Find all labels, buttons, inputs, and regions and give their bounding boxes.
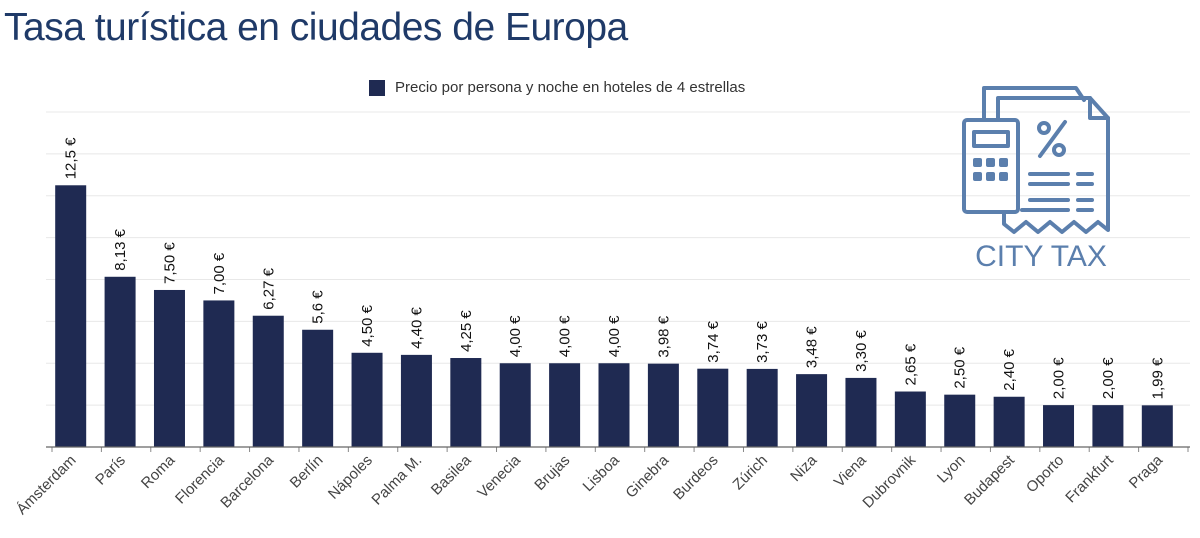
legend-swatch bbox=[369, 79, 385, 96]
category-label: Venecia bbox=[474, 451, 524, 501]
category-label: Brujas bbox=[531, 452, 573, 494]
receipt-calculator-icon bbox=[962, 86, 1110, 234]
bar bbox=[104, 276, 136, 447]
data-label: 2,00 € bbox=[1100, 357, 1117, 399]
data-label: 4,50 € bbox=[359, 304, 376, 346]
category-label: Praga bbox=[1126, 451, 1167, 492]
bar bbox=[153, 289, 185, 447]
bar bbox=[55, 185, 87, 447]
category-label: Roma bbox=[138, 451, 179, 492]
data-label: 1,99 € bbox=[1149, 357, 1166, 399]
data-label: 4,40 € bbox=[408, 307, 425, 349]
data-label: 4,00 € bbox=[507, 315, 524, 357]
legend: Precio por persona y noche en hoteles de… bbox=[369, 79, 745, 96]
data-label: 4,25 € bbox=[458, 310, 475, 352]
bar bbox=[598, 363, 630, 447]
category-label: Budapest bbox=[961, 451, 1018, 508]
bar bbox=[1141, 405, 1173, 447]
bar bbox=[252, 315, 284, 447]
data-label: 12,5 € bbox=[63, 137, 80, 179]
category-label: París bbox=[92, 452, 129, 489]
data-label: 3,30 € bbox=[853, 330, 870, 372]
data-label: 3,48 € bbox=[804, 326, 821, 368]
bar bbox=[302, 329, 334, 447]
data-label: 7,50 € bbox=[161, 242, 178, 284]
category-label: Barcelona bbox=[217, 451, 277, 511]
data-label: 2,50 € bbox=[952, 346, 969, 388]
bar bbox=[845, 377, 877, 447]
data-label: 2,00 € bbox=[1051, 357, 1068, 399]
data-label: 6,27 € bbox=[260, 267, 277, 309]
bar bbox=[203, 300, 235, 447]
bar bbox=[944, 394, 976, 447]
bar bbox=[400, 354, 432, 447]
data-label: 3,73 € bbox=[754, 321, 771, 363]
bar bbox=[993, 396, 1025, 447]
category-label: Viena bbox=[831, 451, 870, 490]
category-label: Lisboa bbox=[580, 451, 624, 495]
bar bbox=[647, 363, 679, 447]
data-label: 5,6 € bbox=[310, 290, 327, 324]
legend-label: Precio por persona y noche en hoteles de… bbox=[395, 79, 746, 96]
bar bbox=[697, 368, 729, 447]
category-label: Dubrovnik bbox=[859, 451, 919, 511]
data-label: 3,98 € bbox=[655, 315, 672, 357]
category-label: Frankfurt bbox=[1062, 451, 1117, 506]
data-label: 8,13 € bbox=[112, 228, 129, 270]
category-label: Niza bbox=[787, 451, 821, 485]
data-label: 2,65 € bbox=[902, 343, 919, 385]
city-tax-logo: CITY TAX bbox=[962, 86, 1110, 273]
category-label: Berlín bbox=[287, 452, 327, 492]
bar bbox=[499, 363, 531, 447]
category-label: Basilea bbox=[428, 451, 475, 498]
bar bbox=[549, 363, 581, 447]
data-label: 3,74 € bbox=[705, 320, 722, 362]
category-label: Palma M. bbox=[368, 452, 425, 509]
data-label: 4,00 € bbox=[606, 315, 623, 357]
data-label: 4,00 € bbox=[557, 315, 574, 357]
bar bbox=[1043, 405, 1075, 447]
bar bbox=[351, 352, 383, 447]
category-label: Oporto bbox=[1023, 452, 1067, 496]
bar bbox=[746, 368, 778, 447]
category-label: Nápoles bbox=[325, 452, 376, 503]
category-label: Lyon bbox=[934, 452, 969, 487]
category-label: Burdeos bbox=[670, 452, 722, 504]
bar bbox=[450, 358, 482, 447]
bar bbox=[894, 391, 926, 447]
data-label: 2,40 € bbox=[1001, 348, 1018, 390]
category-label: Zúrich bbox=[730, 452, 771, 493]
data-label: 7,00 € bbox=[211, 252, 228, 294]
category-label: Ámsterdam bbox=[13, 452, 79, 518]
bar bbox=[1092, 405, 1124, 447]
category-label: Ginebra bbox=[622, 451, 672, 501]
bar bbox=[796, 374, 828, 447]
logo-text: CITY TAX bbox=[975, 240, 1107, 273]
chart-title: Tasa turística en ciudades de Europa bbox=[4, 6, 628, 49]
